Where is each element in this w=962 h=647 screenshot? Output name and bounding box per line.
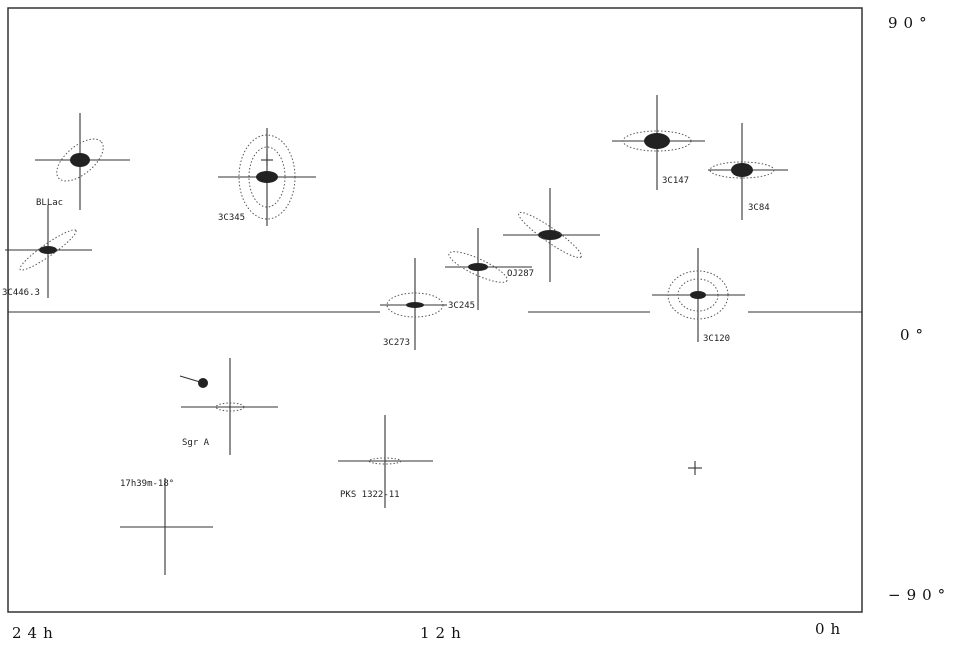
axis-labels: 90° 0° −90° 24h 12h 0h: [12, 14, 951, 642]
frame: [8, 8, 862, 612]
sky-map: 90° 0° −90° 24h 12h 0h BLLac 3C345 3C446…: [0, 0, 962, 647]
source-label: OJ287: [507, 269, 534, 279]
dec-label: 0°: [900, 326, 929, 344]
source-label: Sgr A: [182, 438, 210, 448]
source-label: 3C273: [383, 338, 410, 348]
dec-label: −90°: [888, 586, 951, 604]
crosses: [5, 95, 788, 575]
source-labels: BLLac 3C345 3C446.3 3C273 3C245 OJ287 3C…: [2, 176, 770, 500]
source-label: 3C120: [703, 334, 730, 344]
source-label: PKS 1322-11: [340, 490, 400, 500]
dec-label: 90°: [888, 14, 933, 32]
source-label: 3C446.3: [2, 288, 40, 298]
source-label: 3C84: [748, 203, 770, 213]
source-label: BLLac: [36, 198, 63, 208]
source-label: 3C345: [218, 213, 245, 223]
ra-label: 24h: [12, 624, 59, 642]
source-label: 3C147: [662, 176, 689, 186]
ra-label: 0h: [815, 620, 846, 638]
source-label: 17h39m-18°: [120, 479, 174, 489]
source-label: 3C245: [448, 301, 475, 311]
uv-coverage: [17, 131, 774, 464]
ra-label: 12h: [420, 624, 467, 642]
